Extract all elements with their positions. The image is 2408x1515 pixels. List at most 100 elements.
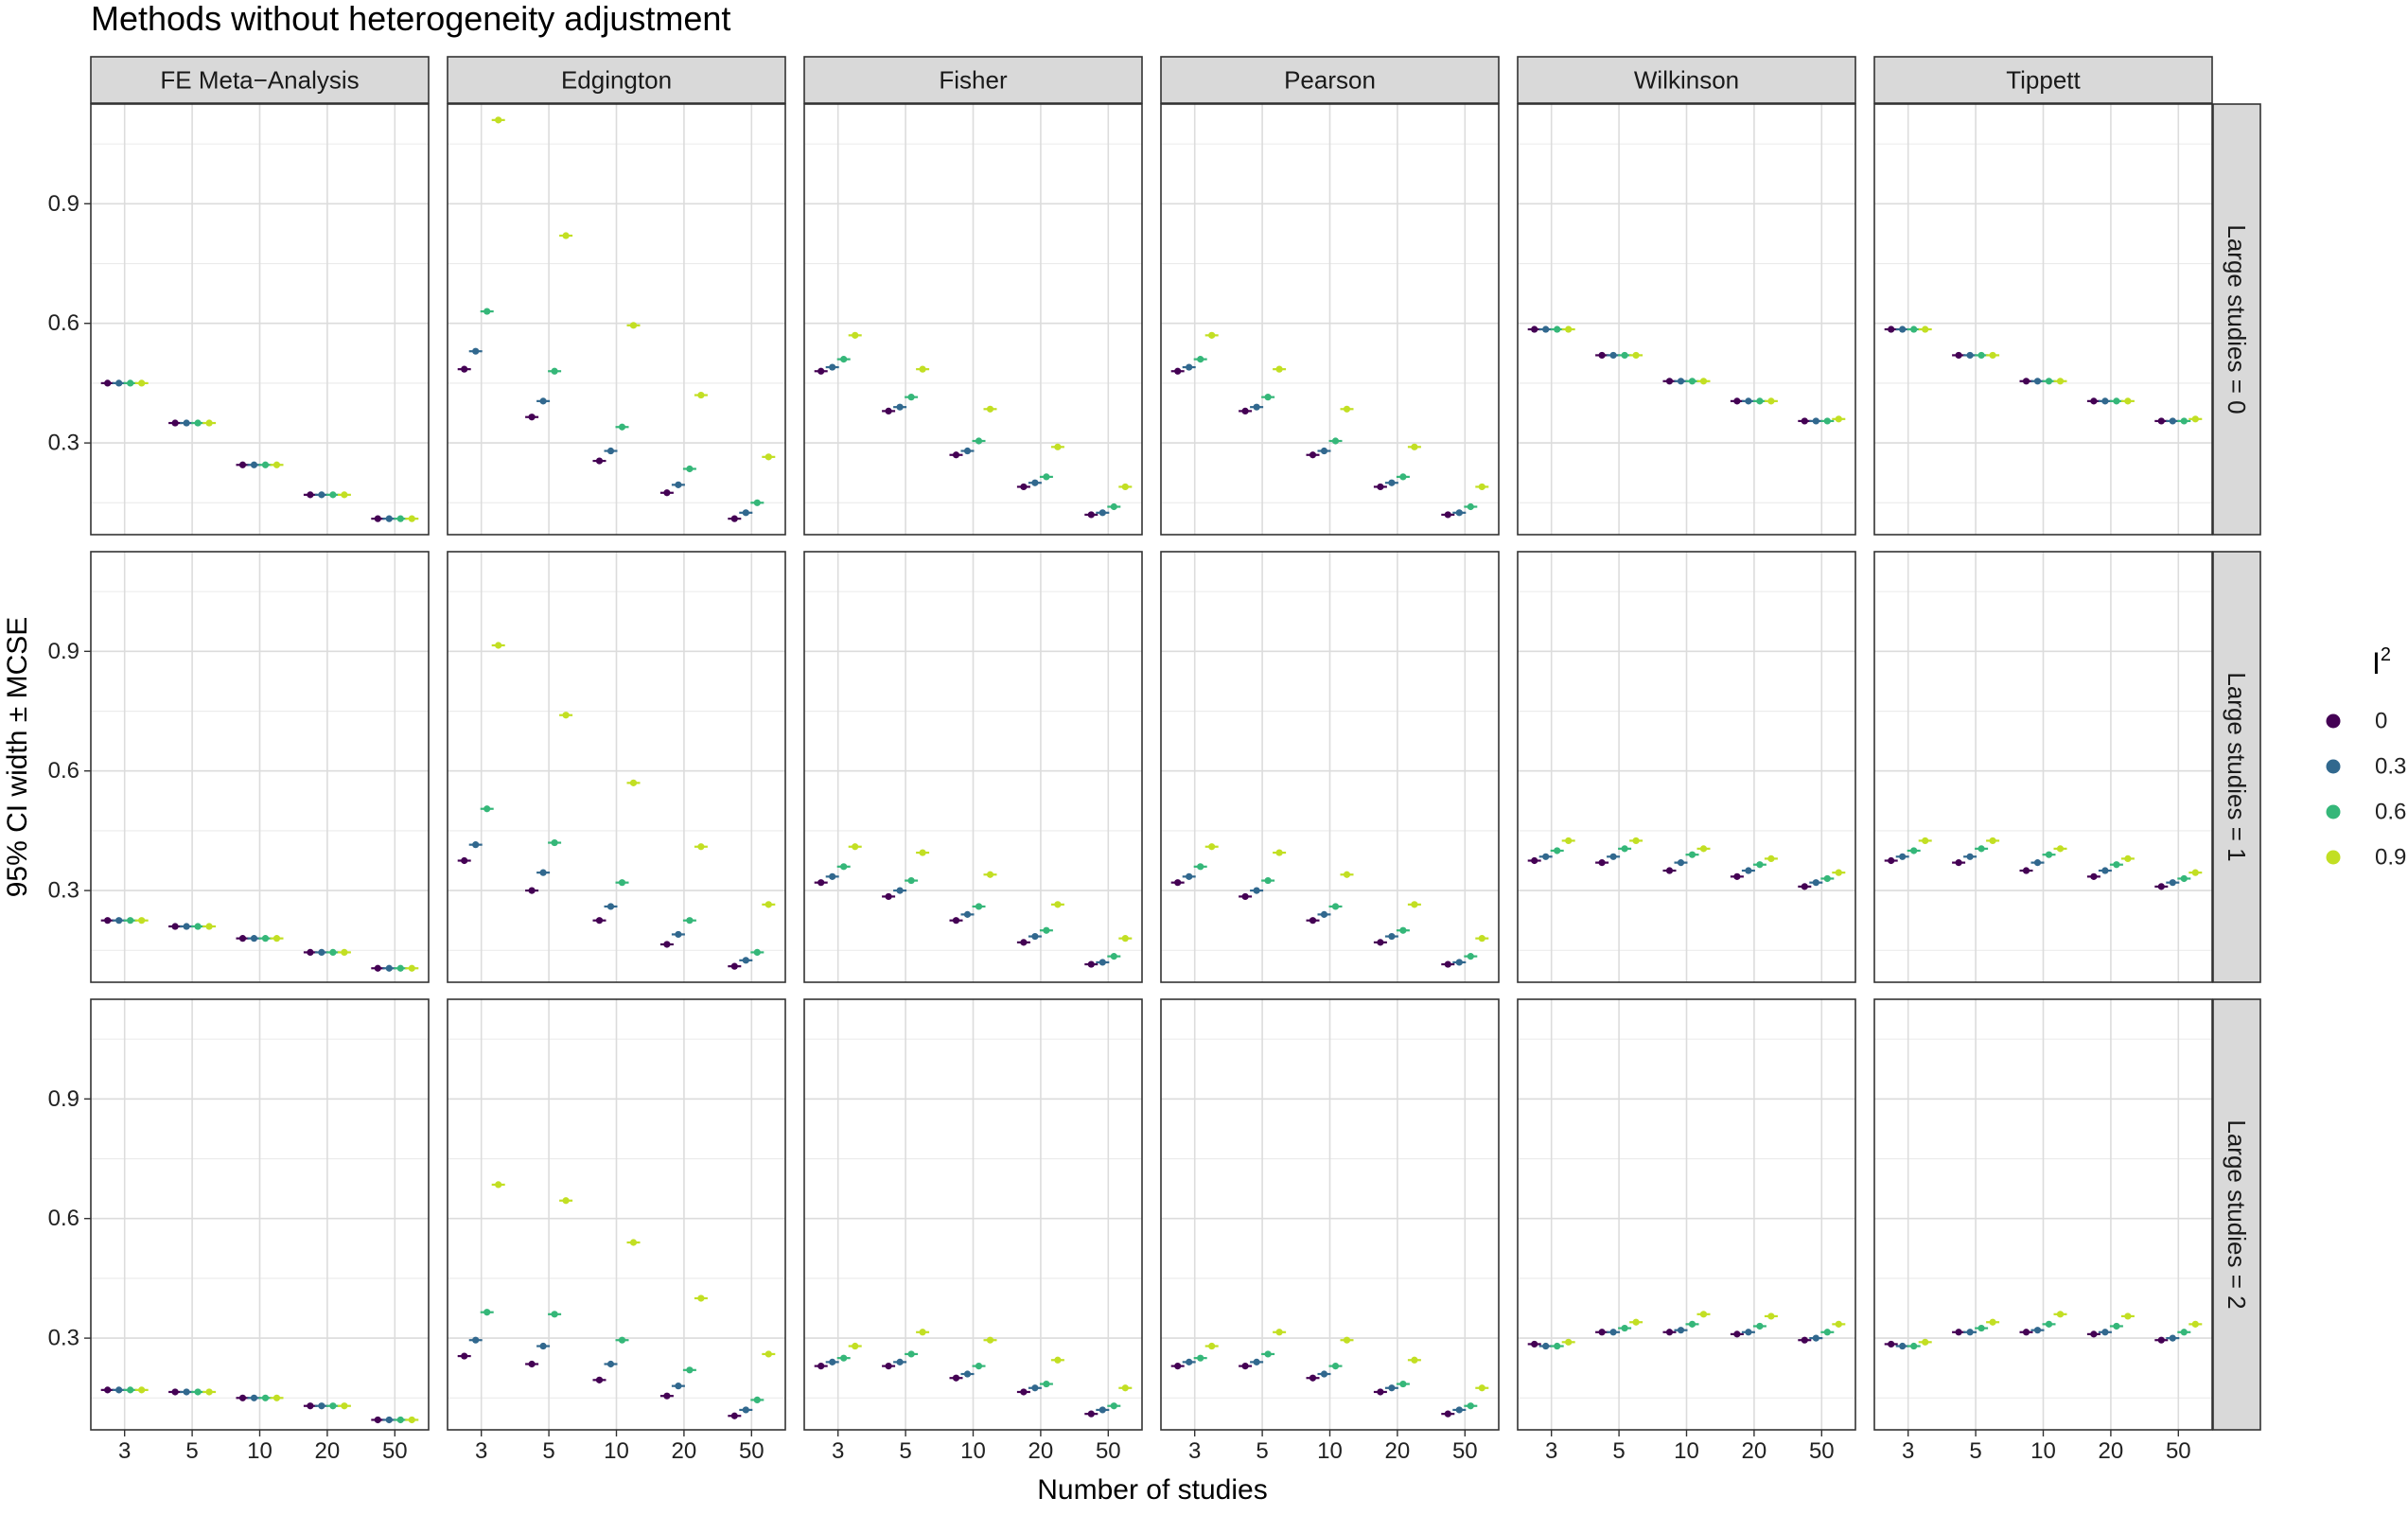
facet-panel <box>1873 551 2213 983</box>
facet-panel <box>1160 551 1500 983</box>
panel-border <box>1160 551 1500 983</box>
data-point <box>1275 849 1283 856</box>
data-point <box>1733 872 1741 880</box>
y-tick-label: 0.3 <box>48 431 79 456</box>
legend-entry: 0.3 <box>2326 754 2406 780</box>
data-point <box>1598 1329 1606 1336</box>
data-point <box>1632 1318 1640 1326</box>
data-point <box>341 491 348 499</box>
data-point <box>1977 351 1985 360</box>
data-point <box>2033 859 2042 867</box>
data-point <box>1455 1406 1463 1414</box>
y-tick-label: 0.3 <box>48 1326 79 1351</box>
data-point <box>1922 326 1929 333</box>
data-point <box>1745 867 1752 874</box>
data-point <box>1745 1329 1752 1336</box>
facet-panel <box>803 998 1143 1431</box>
data-point <box>1609 853 1617 860</box>
data-point <box>1733 397 1741 405</box>
data-point <box>2191 869 2199 876</box>
data-point <box>1910 326 1918 333</box>
data-point <box>1054 443 1062 450</box>
data-point <box>2169 1334 2176 1342</box>
data-point <box>765 453 772 461</box>
x-tick-label: 3 <box>1188 1438 1201 1464</box>
data-point <box>539 1342 547 1350</box>
column-strip-label: Tippett <box>2006 66 2081 95</box>
data-point <box>385 964 393 972</box>
data-point <box>1542 853 1550 860</box>
legend: I2 0 0.3 0.6 0.9 <box>2326 644 2406 871</box>
data-point <box>1043 473 1050 481</box>
data-point <box>1922 837 1929 845</box>
row-strip: Large studies = 2 <box>2212 998 2261 1431</box>
data-point <box>1241 407 1249 414</box>
data-point <box>272 461 281 468</box>
panel-border <box>447 103 786 536</box>
data-point <box>618 1336 626 1344</box>
column-strip: Wilkinson <box>1517 56 1856 104</box>
data-point <box>1043 1380 1050 1388</box>
data-point <box>2090 397 2098 405</box>
data-point <box>138 1386 146 1394</box>
data-point <box>663 1392 671 1400</box>
data-point <box>840 1354 848 1362</box>
legend-key <box>2326 759 2341 774</box>
legend-entry: 0.6 <box>2326 800 2406 825</box>
data-point <box>329 491 337 499</box>
data-point <box>483 805 491 813</box>
data-point <box>840 356 848 363</box>
data-point <box>1531 326 1538 333</box>
x-tick-label: 20 <box>2099 1438 2124 1464</box>
data-point <box>374 515 381 522</box>
data-point <box>1264 1350 1272 1358</box>
data-point <box>171 1388 179 1396</box>
data-point <box>562 712 570 719</box>
x-axis-title: Number of studies <box>1037 1474 1267 1506</box>
x-tick-label: 50 <box>382 1438 408 1464</box>
x-tick-label: 5 <box>542 1438 554 1464</box>
data-point <box>138 379 146 387</box>
data-point <box>675 481 682 488</box>
data-point <box>2045 378 2053 385</box>
data-point <box>171 419 179 427</box>
data-point <box>1121 483 1129 491</box>
data-point <box>1478 935 1485 942</box>
data-point <box>1377 483 1384 491</box>
data-point <box>1677 859 1685 867</box>
data-point <box>194 419 202 427</box>
data-point <box>307 491 314 499</box>
x-tick-label: 3 <box>832 1438 844 1464</box>
data-point <box>1031 932 1039 941</box>
data-point <box>2022 378 2030 385</box>
data-point <box>1812 879 1819 887</box>
panel-border <box>90 103 430 536</box>
data-point <box>1253 887 1260 894</box>
data-point <box>396 515 404 522</box>
data-point <box>2090 872 2098 880</box>
column-strip: Edgington <box>447 56 786 104</box>
data-point <box>374 1416 381 1424</box>
data-point <box>1275 365 1283 373</box>
data-point <box>551 1311 558 1318</box>
data-point <box>1467 502 1474 511</box>
data-point <box>408 1416 415 1424</box>
data-point <box>1888 856 1895 865</box>
data-point <box>1208 331 1216 339</box>
chart-title: Methods without heterogeneity adjustment <box>91 0 730 38</box>
data-point <box>975 437 983 445</box>
legend-label: 0.9 <box>2375 845 2406 871</box>
data-point <box>1399 926 1407 934</box>
data-point <box>975 1362 983 1370</box>
data-point <box>1320 910 1328 918</box>
data-point <box>686 465 694 473</box>
data-point <box>963 1370 972 1378</box>
data-point <box>1099 509 1106 517</box>
facet-panel <box>1517 998 1856 1431</box>
data-point <box>318 491 325 499</box>
data-point <box>1455 509 1463 517</box>
data-point <box>1966 351 1974 360</box>
data-point <box>1835 415 1842 423</box>
column-strip-background <box>803 56 1143 104</box>
data-point <box>461 1352 468 1360</box>
